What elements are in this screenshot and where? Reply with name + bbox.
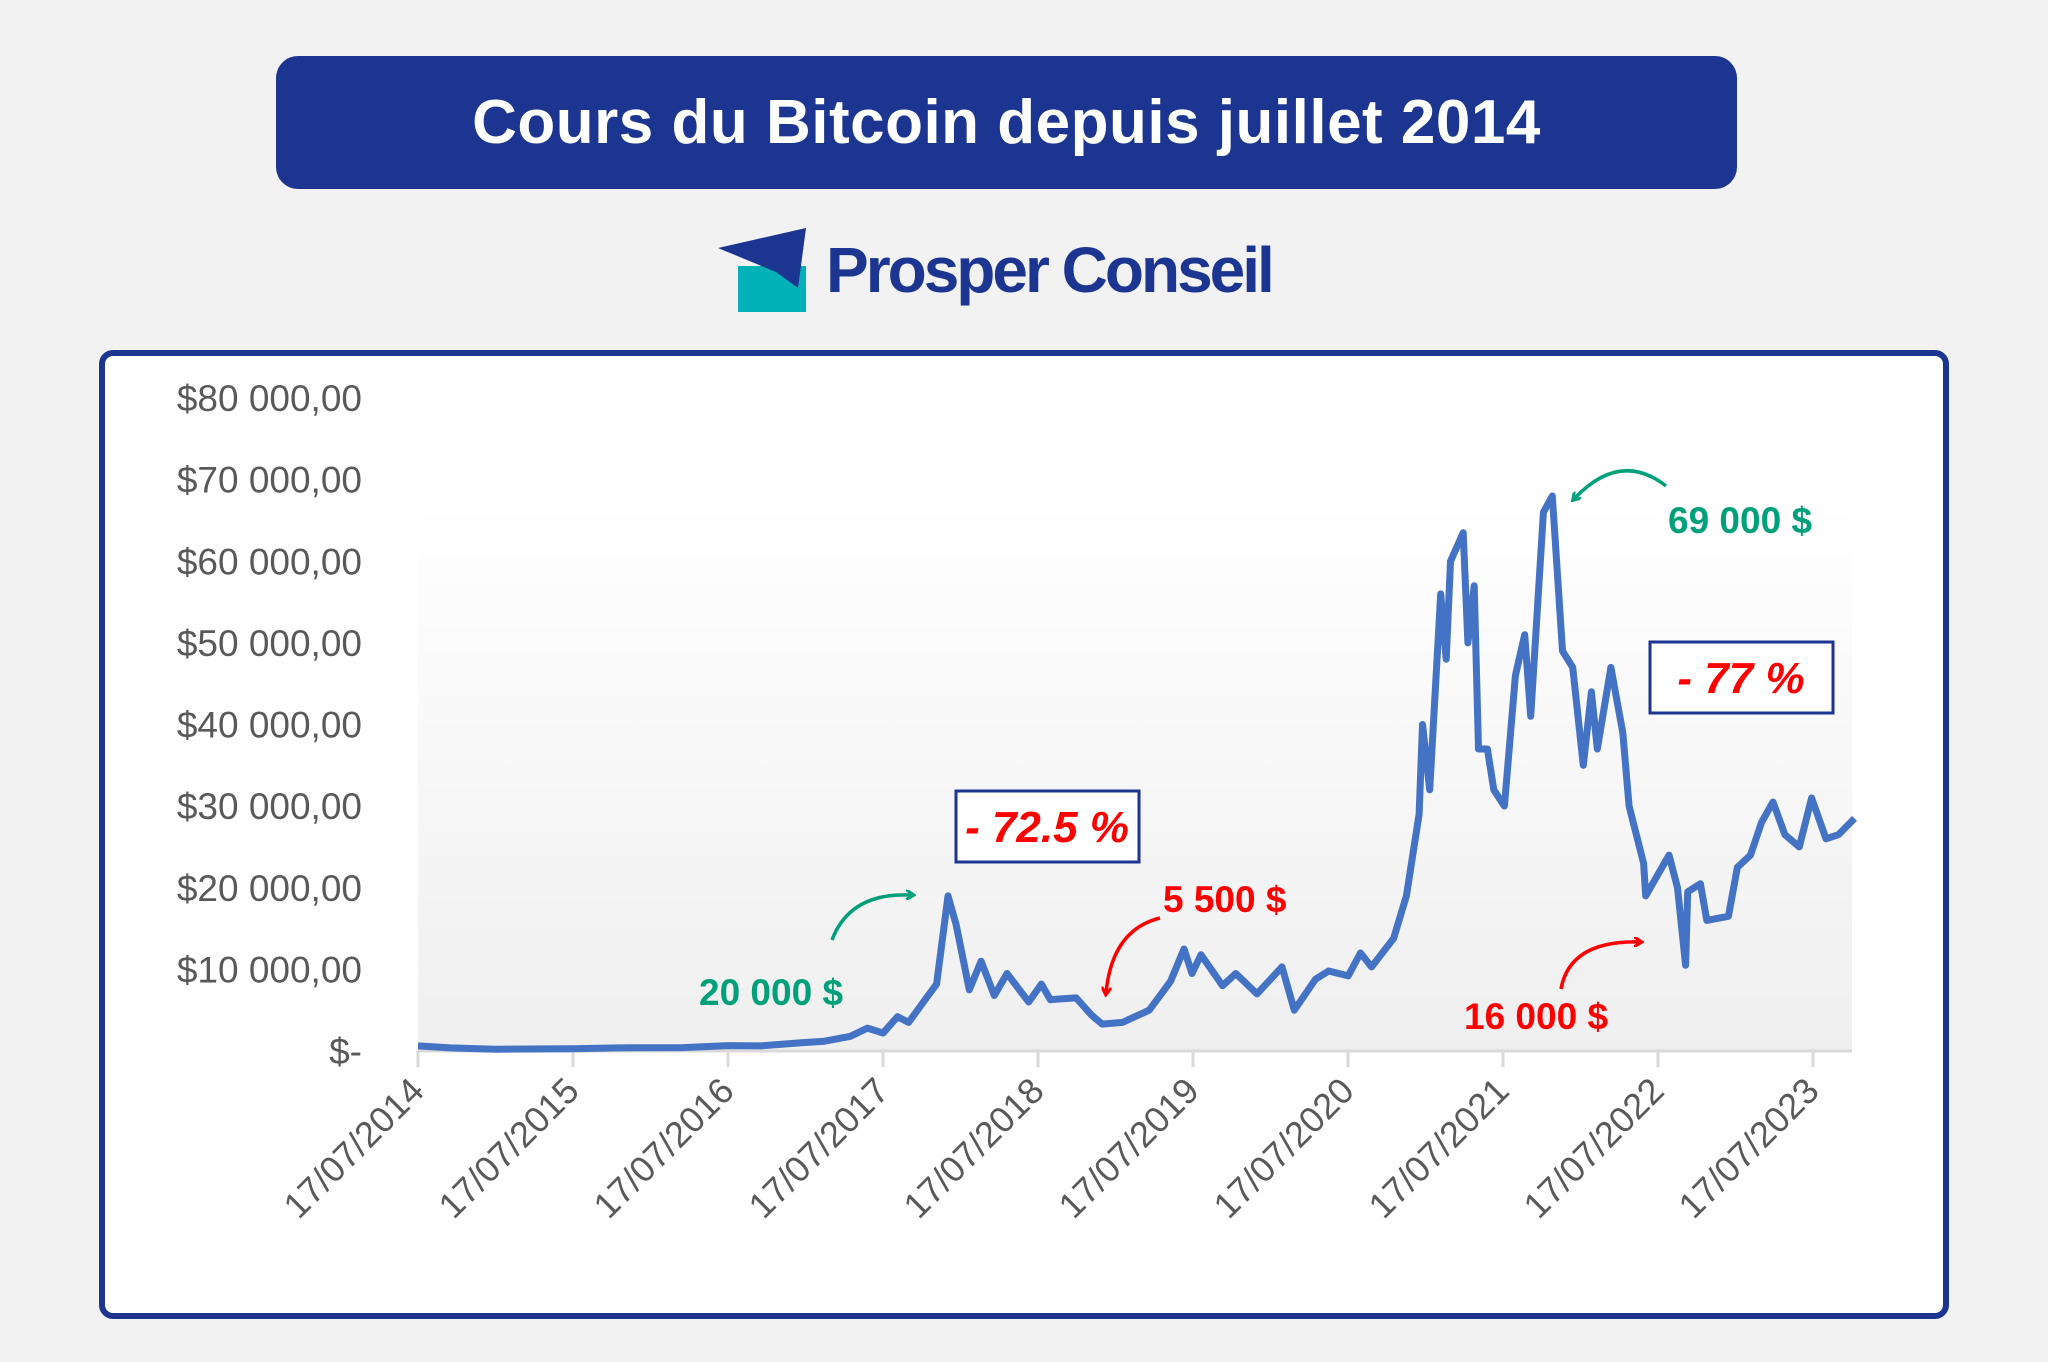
x-tick-label: 17/07/2018 [895, 1070, 1051, 1226]
page-title: Cours du Bitcoin depuis juillet 2014 [472, 88, 1541, 157]
title-banner: Cours du Bitcoin depuis juillet 2014 [276, 56, 1737, 189]
logo-icon [718, 228, 806, 312]
y-tick-label: $40 000,00 [177, 705, 362, 746]
x-tick-label: 17/07/2017 [740, 1070, 896, 1226]
logo: Prosper Conseil [718, 228, 1275, 312]
annotation-drawdown-2022: - 77 % [1677, 654, 1804, 703]
y-tick-label: $- [329, 1031, 362, 1072]
annotation-drawdown-2018: - 72.5 % [965, 803, 1129, 852]
x-tick-label: 17/07/2015 [430, 1070, 586, 1226]
drawdown-box-2022 [1648, 640, 1835, 715]
plot-area [418, 503, 1852, 1051]
y-tick-label: $30 000,00 [177, 786, 362, 827]
x-tick-label: 17/07/2023 [1670, 1070, 1826, 1226]
arrow-16000 [1559, 942, 1640, 990]
annotation-16000: 16 000 $ [1464, 996, 1608, 1037]
arrow-5500 [1106, 916, 1161, 993]
price-line [417, 492, 1857, 1053]
x-tick-label: 17/07/2019 [1050, 1070, 1206, 1226]
x-tick-label: 17/07/2014 [275, 1070, 431, 1226]
annotation-5500: 5 500 $ [1163, 879, 1287, 920]
y-tick-label: $60 000,00 [177, 541, 362, 582]
y-tick-label: $10 000,00 [177, 949, 362, 990]
arrow-20000 [830, 895, 912, 941]
x-tick-label: 17/07/2016 [585, 1070, 741, 1226]
x-tick-label: 17/07/2020 [1205, 1070, 1361, 1226]
y-tick-label: $80 000,00 [177, 378, 362, 419]
drawdown-box-2018 [954, 789, 1141, 864]
arrow-69000 [1574, 469, 1668, 499]
y-tick-label: $70 000,00 [177, 460, 362, 501]
x-tick-label: 17/07/2022 [1515, 1070, 1671, 1226]
y-tick-label: $50 000,00 [177, 623, 362, 664]
annotation-69000: 69 000 $ [1668, 500, 1812, 541]
x-tick-label: 17/07/2021 [1360, 1070, 1516, 1226]
y-tick-label: $20 000,00 [177, 868, 362, 909]
annotation-20000: 20 000 $ [699, 972, 843, 1013]
logo-text: Prosper Conseil [826, 234, 1275, 306]
